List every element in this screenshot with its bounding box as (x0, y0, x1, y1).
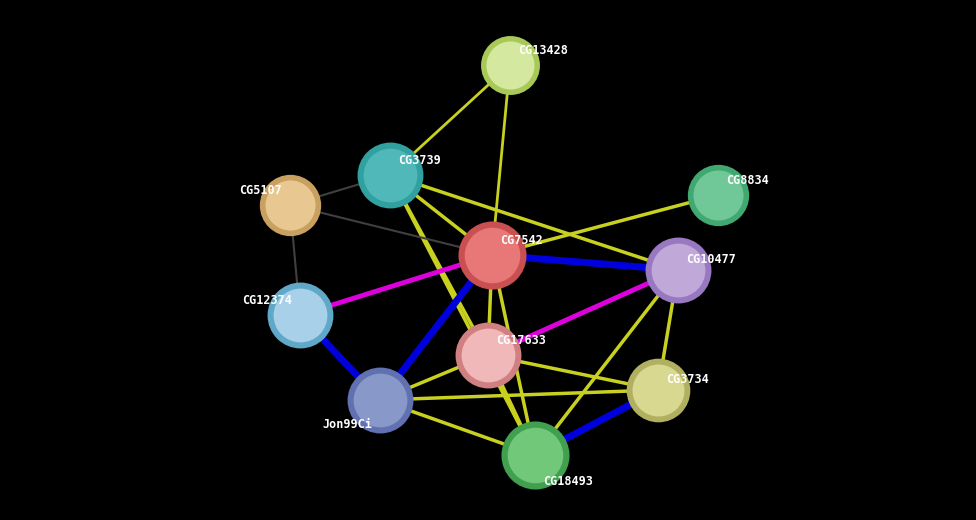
Point (372, 396, 387, 404)
Point (282, 201, 298, 209)
Text: CG13428: CG13428 (518, 44, 568, 57)
Point (650, 386, 666, 394)
Text: CG5107: CG5107 (239, 184, 282, 197)
Point (650, 386, 666, 394)
Point (372, 396, 387, 404)
Text: CG10477: CG10477 (686, 253, 736, 266)
Point (527, 451, 543, 459)
Point (711, 191, 726, 199)
Point (480, 351, 496, 359)
Point (292, 311, 307, 319)
Point (711, 191, 726, 199)
Point (503, 61, 518, 69)
Point (671, 266, 686, 274)
Point (383, 171, 398, 179)
Point (527, 451, 543, 459)
Text: CG7542: CG7542 (500, 234, 543, 247)
Text: CG8834: CG8834 (726, 174, 769, 187)
Point (282, 201, 298, 209)
Text: CG3739: CG3739 (398, 154, 441, 167)
Point (484, 251, 500, 259)
Point (480, 351, 496, 359)
Point (292, 311, 307, 319)
Point (484, 251, 500, 259)
Point (503, 61, 518, 69)
Point (671, 266, 686, 274)
Text: Jon99Ci: Jon99Ci (322, 418, 372, 431)
Text: CG12374: CG12374 (242, 294, 292, 307)
Text: CG18493: CG18493 (543, 475, 592, 488)
Text: CG17633: CG17633 (496, 334, 546, 347)
Point (383, 171, 398, 179)
Text: CG3734: CG3734 (666, 373, 709, 386)
